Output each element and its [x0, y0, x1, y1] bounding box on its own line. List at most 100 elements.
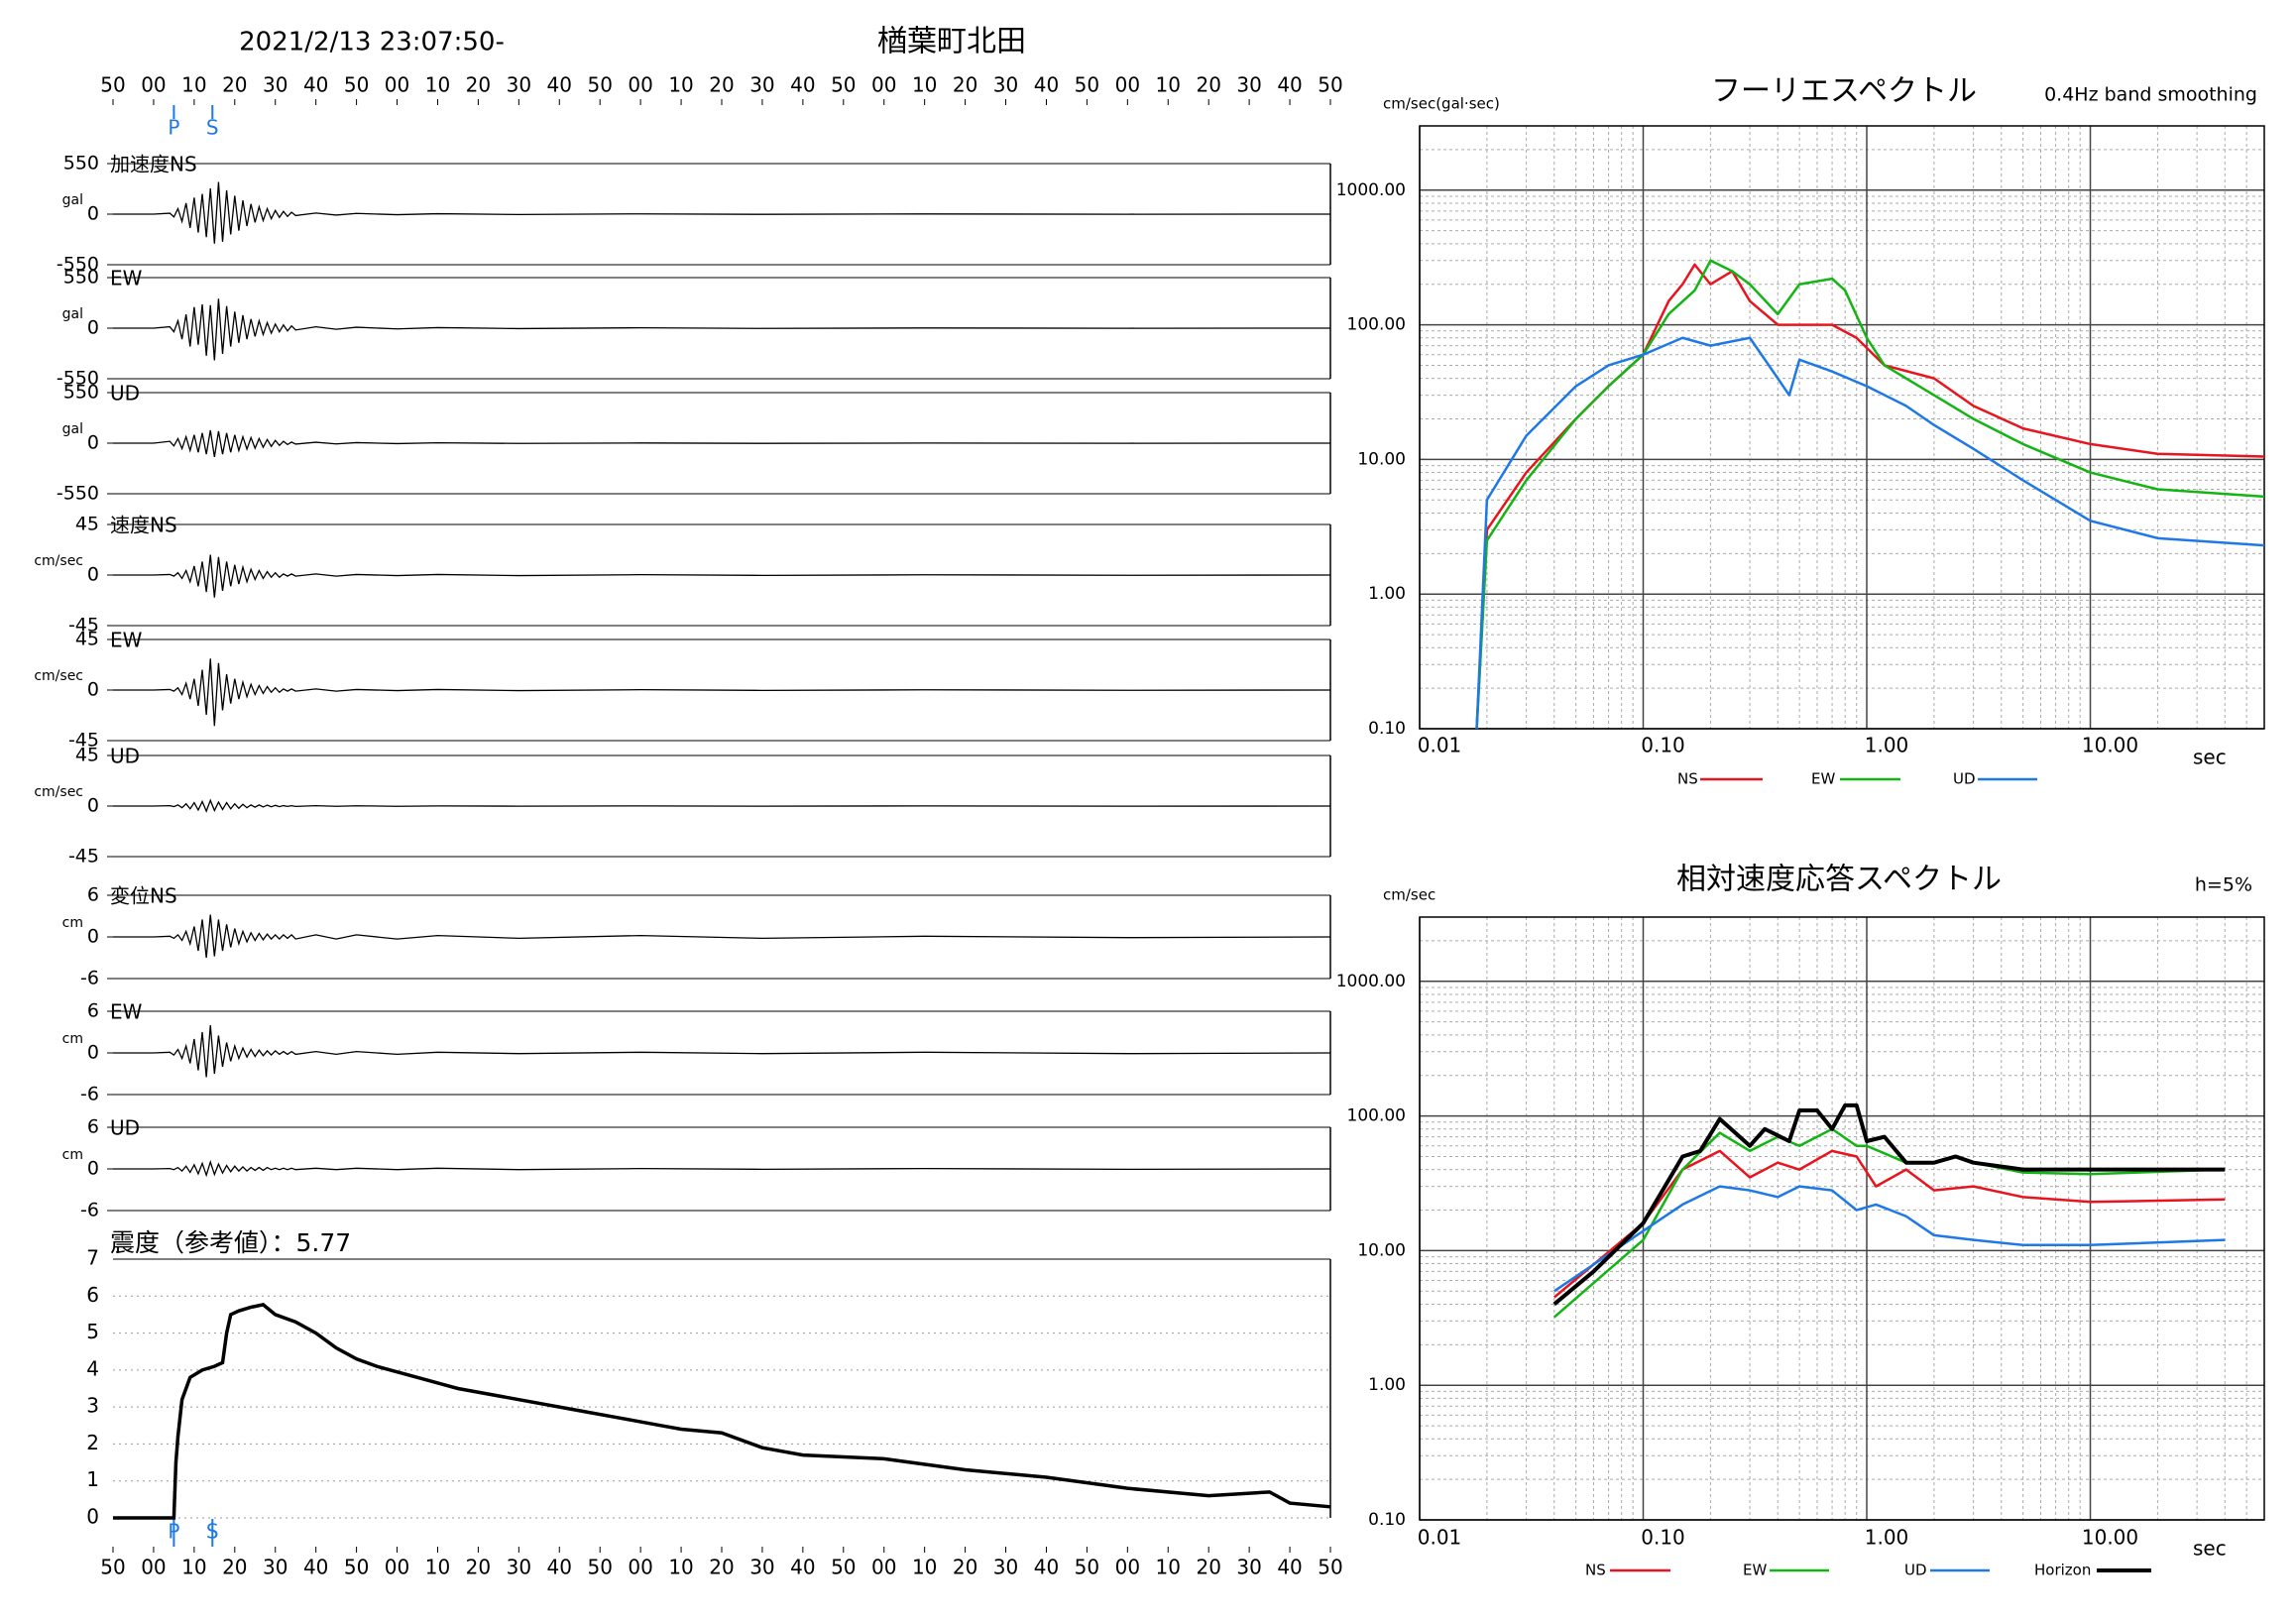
legend-label: UD: [1904, 1562, 1927, 1579]
y-tick-label: 0: [87, 679, 99, 701]
x-tick-label: 00: [385, 73, 409, 97]
x-tick-label: 20: [222, 1556, 247, 1579]
x-tick-label: 0.01: [1418, 1526, 1462, 1550]
y-tick-label: 0: [87, 203, 99, 225]
x-tick-label: 10: [181, 73, 206, 97]
x-tick-label: 30: [507, 1556, 531, 1579]
panel-label: 変位NS: [110, 884, 177, 908]
y-tick-label: 0: [87, 432, 99, 454]
plot-frame: [1419, 125, 2265, 730]
y-tick-label: 100.00: [1347, 315, 1406, 335]
x-tick-label: 10: [425, 73, 450, 97]
x-tick-label: 50: [1075, 73, 1099, 97]
x-tick-label: 10.00: [2082, 1526, 2138, 1550]
x-tick-label: 10: [1156, 1556, 1181, 1579]
waveform: [113, 1159, 1331, 1178]
panel-label: 速度NS: [110, 514, 177, 537]
unit-label: gal: [62, 421, 83, 437]
x-tick-label: 40: [303, 73, 328, 97]
y-tick-label: 45: [75, 514, 99, 535]
x-tick-label: 50: [831, 73, 856, 97]
x-tick-label: 10: [912, 73, 937, 97]
y-tick-label: 7: [86, 1246, 99, 1270]
x-tick-label: 10: [912, 1556, 937, 1579]
series-line: [1553, 1185, 2226, 1293]
unit-label: gal: [62, 192, 83, 208]
y-axis-label: cm/sec: [1383, 886, 1435, 904]
y-tick-label: -550: [57, 368, 99, 390]
panel-label: UD: [110, 1116, 140, 1140]
y-tick-label: 550: [63, 382, 99, 404]
x-tick-label: 10: [1156, 73, 1181, 97]
y-tick-label: 0: [87, 1042, 99, 1064]
x-tick-label: 10.00: [2082, 734, 2138, 757]
unit-label: cm/sec: [34, 784, 83, 800]
x-tick-label: 40: [303, 1556, 328, 1579]
y-tick-label: 0: [87, 564, 99, 586]
chart-title: 震度（参考値）：5.77: [110, 1228, 351, 1257]
panel-label: 加速度NS: [110, 153, 197, 176]
y-tick-label: 1000.00: [1336, 180, 1406, 200]
x-tick-label: 20: [953, 73, 977, 97]
x-tick-label: 50: [1075, 1556, 1099, 1579]
x-tick-label: 50: [587, 73, 612, 97]
y-tick-label: 1: [86, 1467, 99, 1491]
intensity-line: [113, 1302, 1331, 1520]
x-tick-label: 30: [1236, 73, 1261, 97]
y-tick-label: 6: [87, 1000, 99, 1022]
y-tick-label: 0: [87, 317, 99, 339]
legend-label: Horizon: [2034, 1562, 2091, 1579]
series-line: [1475, 336, 2265, 730]
x-tick-label: 1.00: [1865, 1526, 1909, 1550]
y-tick-label: -550: [57, 483, 99, 505]
x-tick-label: 40: [547, 73, 572, 97]
y-tick-label: -45: [68, 730, 99, 752]
plot-frame: [1419, 916, 2265, 1521]
y-tick-label: 45: [75, 629, 99, 650]
x-tick-label: 10: [668, 1556, 693, 1579]
unit-label: cm: [62, 1031, 83, 1047]
y-tick-label: 6: [87, 884, 99, 906]
x-tick-label: 30: [263, 73, 287, 97]
chart-title: 相対速度応答スペクトル: [1676, 863, 2002, 897]
x-tick-label: 20: [1196, 1556, 1220, 1579]
y-tick-label: 0: [87, 795, 99, 817]
panel-label: EW: [110, 1000, 143, 1024]
waveform: [113, 298, 1331, 361]
waveform: [113, 914, 1331, 959]
waveform: [113, 181, 1331, 244]
y-tick-label: 550: [63, 267, 99, 289]
y-tick-label: 100.00: [1347, 1106, 1406, 1126]
panel-label: UD: [110, 382, 140, 406]
station: 楢葉町北田: [877, 25, 1026, 59]
x-tick-label: 20: [953, 1556, 977, 1579]
y-tick-label: 45: [75, 745, 99, 766]
y-tick-label: 1.00: [1368, 584, 1406, 604]
x-tick-label: 30: [749, 1556, 774, 1579]
annotation: 0.4Hz band smoothing: [2044, 84, 2257, 106]
y-tick-label: 0: [87, 1158, 99, 1180]
x-tick-label: 30: [993, 73, 1018, 97]
y-tick-label: 0: [86, 1505, 99, 1529]
unit-label: cm/sec: [34, 553, 83, 569]
datetime: 2021/2/13 23:07:50-: [239, 28, 505, 58]
x-tick-label: 0.10: [1641, 734, 1685, 757]
x-tick-label: 40: [790, 73, 815, 97]
x-tick-label: 50: [344, 73, 369, 97]
x-tick-label: 00: [1115, 73, 1140, 97]
unit-label: gal: [62, 306, 83, 322]
legend-label: NS: [1677, 770, 1698, 788]
y-tick-label: 1000.00: [1336, 972, 1406, 991]
y-tick-label: 6: [86, 1283, 99, 1307]
x-tick-label: 40: [1034, 73, 1059, 97]
y-tick-label: 0.10: [1368, 1510, 1406, 1530]
waveform: [113, 429, 1331, 458]
x-tick-label: 30: [993, 1556, 1018, 1579]
x-tick-label: 00: [871, 73, 896, 97]
y-tick-label: 10.00: [1357, 1240, 1406, 1260]
x-tick-label: 50: [344, 1556, 369, 1579]
x-tick-label: 50: [831, 1556, 856, 1579]
y-tick-label: 6: [87, 1116, 99, 1138]
